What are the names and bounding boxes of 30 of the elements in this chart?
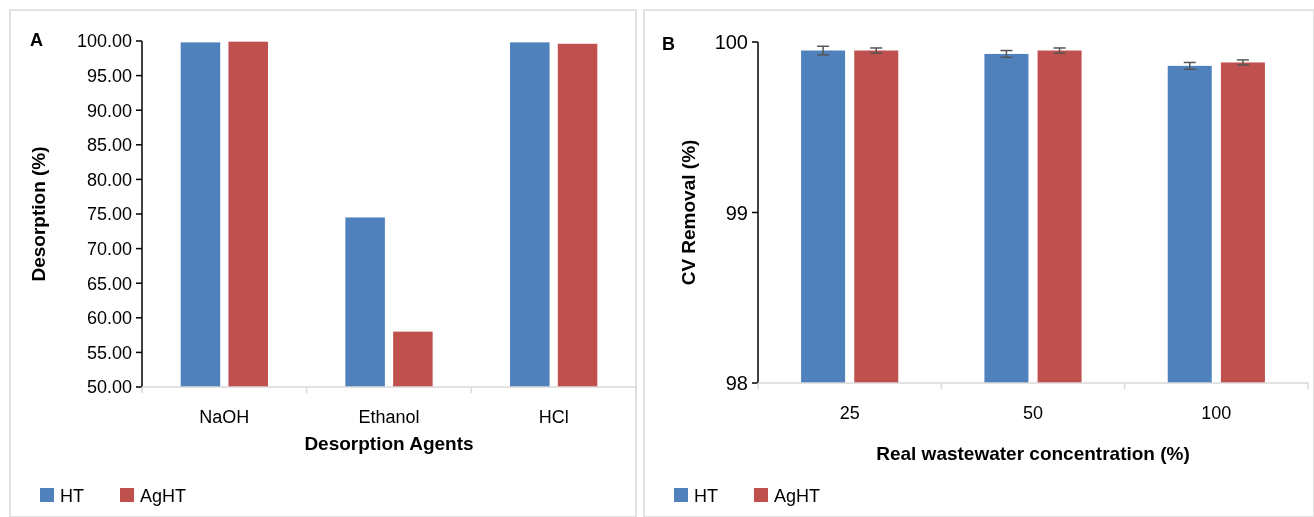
x-tick-label: 100 — [1201, 403, 1232, 423]
y-axis-title: Desorption (%) — [27, 146, 49, 282]
y-tick-label: 98 — [725, 372, 748, 394]
y-tick-label: 90.00 — [86, 100, 132, 121]
text: B — [662, 34, 675, 54]
y-tick-label: 70.00 — [86, 238, 132, 259]
x-tick-label: Ethanol — [358, 407, 420, 427]
y-tick-label: 65.00 — [86, 273, 132, 294]
y-tick-label: 80.00 — [86, 169, 132, 190]
y-tick-label: 55.00 — [86, 342, 132, 363]
text: A — [30, 30, 43, 50]
x-axis-title: Desorption Agents — [304, 433, 474, 454]
x-tick-label: HCl — [538, 407, 569, 427]
x-axis-title: Real wastewater concentration (%) — [876, 443, 1190, 464]
y-tick-label: 99 — [725, 201, 748, 224]
y-tick-label: 60.00 — [86, 308, 132, 329]
y-tick-label: 75.00 — [86, 204, 132, 225]
legend-label: HT — [60, 486, 84, 507]
x-tick-label: 25 — [839, 403, 860, 423]
x-tick-label: NaOH — [199, 407, 250, 427]
y-tick-label: 100 — [714, 31, 748, 53]
legend-label: AgHT — [140, 486, 187, 507]
y-tick-label: 85.00 — [86, 135, 132, 156]
y-tick-label: 50.00 — [86, 377, 132, 398]
y-axis-title: CV Removal (%) — [677, 139, 699, 286]
x-tick-label: 50 — [1022, 403, 1044, 423]
y-tick-label: 100.00 — [76, 31, 132, 52]
y-tick-label: 95.00 — [86, 65, 132, 86]
legend-label: HT — [694, 486, 718, 507]
legend-label: AgHT — [774, 486, 821, 507]
